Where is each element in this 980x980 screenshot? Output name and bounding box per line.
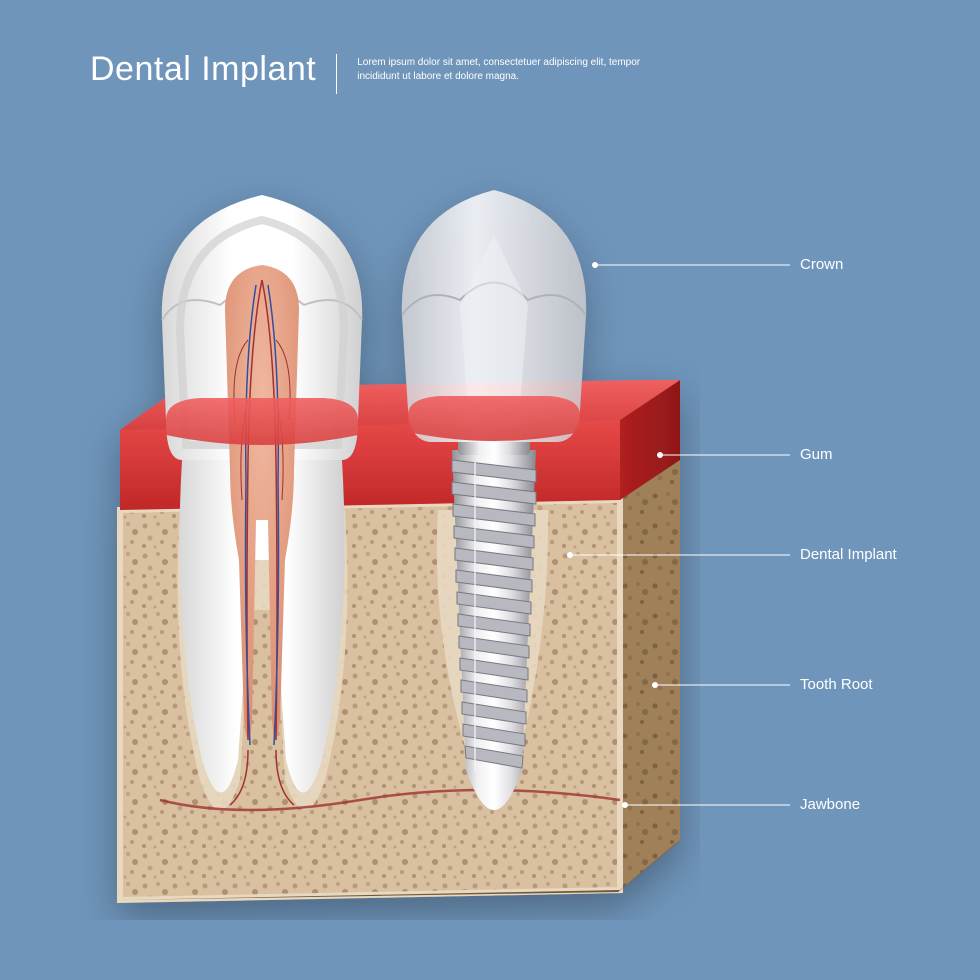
page-title: Dental Implant — [90, 50, 316, 89]
jawbone-side — [620, 460, 680, 890]
label-crown: Crown — [800, 256, 843, 273]
header: Dental Implant Lorem ipsum dolor sit ame… — [90, 50, 657, 94]
label-gum: Gum — [800, 446, 833, 463]
dental-diagram — [80, 160, 700, 920]
label-jawbone: Jawbone — [800, 796, 860, 813]
page-subtitle: Lorem ipsum dolor sit amet, consectetuer… — [357, 56, 657, 84]
label-dental-implant: Dental Implant — [800, 546, 897, 563]
divider — [336, 54, 337, 94]
label-tooth-root: Tooth Root — [800, 676, 873, 693]
